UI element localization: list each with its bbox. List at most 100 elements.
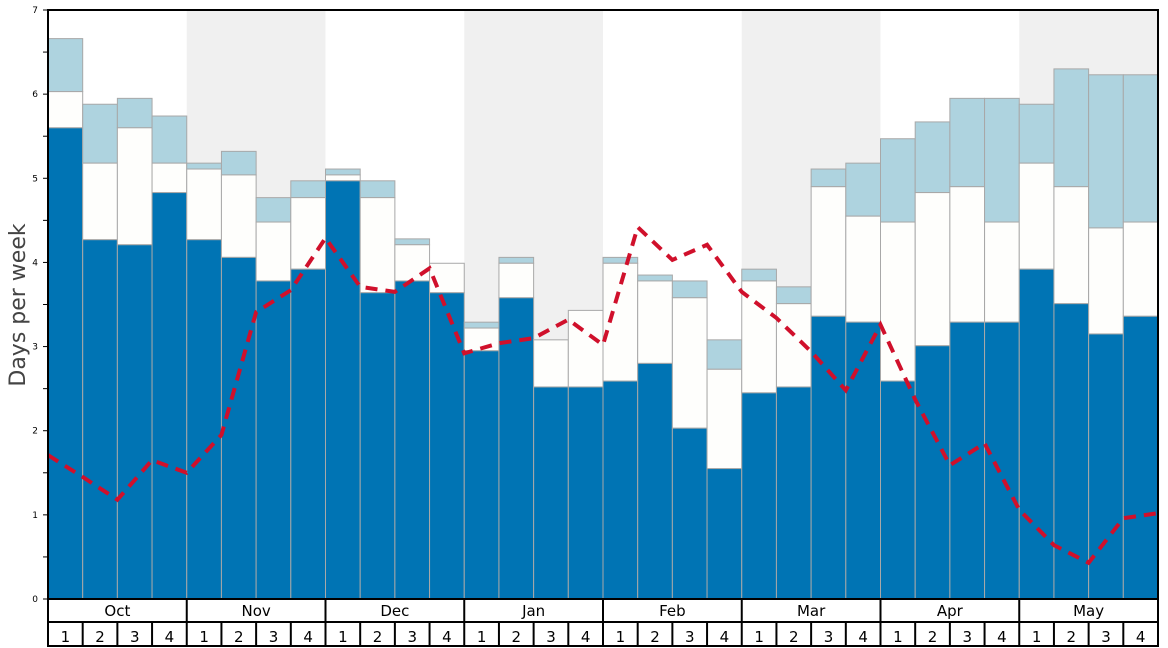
bar-segment-dark: [151, 192, 188, 600]
bar-segment-white: [47, 91, 84, 129]
bar-segment-dark: [1122, 315, 1159, 600]
week-label: 3: [269, 628, 279, 646]
y-tick-label: 1: [32, 511, 38, 521]
bar-segment-dark: [880, 380, 916, 600]
week-label: 3: [130, 628, 140, 646]
week-label: 4: [165, 628, 175, 646]
week-label: 4: [581, 628, 591, 646]
bar-segment-white: [637, 280, 673, 364]
week-label: 1: [754, 628, 764, 646]
plot-frame: [47, 9, 1159, 600]
week-label: 1: [199, 628, 209, 646]
week-label: 2: [928, 628, 938, 646]
bar-segment-white: [359, 197, 396, 294]
bar-segment-dark: [637, 362, 673, 600]
month-label-oct: Oct: [104, 602, 130, 620]
bar-segment-white: [186, 168, 222, 241]
week-label: 3: [685, 628, 695, 646]
bar-segment-light: [706, 339, 743, 370]
y-tick-label: 2: [32, 427, 38, 437]
bar-segment-white: [880, 221, 916, 382]
bar-segment-white: [116, 127, 153, 246]
bar-segment-dark: [1018, 268, 1055, 600]
month-label-may: May: [1073, 602, 1104, 620]
bar-segment-light: [810, 168, 847, 188]
bar-segment-white: [498, 262, 535, 299]
bar-segment-dark: [394, 280, 431, 600]
bar-segment-dark: [220, 256, 257, 600]
bar-segment-dark: [290, 268, 326, 600]
bar-segment-light: [1122, 74, 1159, 223]
bar-segment-light: [637, 274, 673, 282]
week-label: 3: [407, 628, 417, 646]
bar-segment-light: [602, 256, 639, 264]
bar-segment-light: [775, 286, 812, 305]
trend-line: [46, 223, 1159, 566]
week-label: 3: [962, 628, 972, 646]
week-label: 4: [720, 628, 730, 646]
bar-segment-light: [1053, 68, 1090, 188]
week-label: 2: [789, 628, 799, 646]
bar-segment-white: [151, 162, 188, 194]
week-label: 2: [650, 628, 660, 646]
bar-segment-light: [220, 150, 257, 176]
week-label: 1: [616, 628, 626, 646]
bar-segment-dark: [325, 180, 361, 600]
week-label: 2: [1067, 628, 1077, 646]
bar-segment-white: [845, 215, 881, 323]
week-label: 1: [1032, 628, 1042, 646]
bar-segment-dark: [706, 468, 743, 600]
bar-segment-light: [1088, 74, 1124, 229]
bar-segment-white: [1053, 186, 1090, 305]
bar-segment-white: [567, 309, 604, 388]
bar-segment-white: [1018, 162, 1055, 270]
bar-segment-dark: [463, 350, 500, 600]
y-tick-label: 5: [32, 174, 38, 184]
y-axis: 0 1 2 3 4 5 6 7: [32, 6, 48, 605]
bar-segment-light: [359, 180, 396, 199]
bar-segment-light: [394, 238, 431, 246]
month-label-apr: Apr: [937, 602, 964, 620]
week-label: 1: [338, 628, 348, 646]
bar-segment-white: [671, 297, 708, 429]
bar-segment-white: [533, 339, 569, 388]
bar-segment-white: [706, 368, 743, 470]
bar-segment-light: [671, 280, 708, 299]
bar-segment-light: [880, 138, 916, 223]
bar-segment-white: [394, 244, 431, 282]
week-label: 2: [234, 628, 244, 646]
bar-segment-light: [463, 321, 500, 329]
bar-segment-dark: [1088, 333, 1124, 600]
bar-segment-white: [82, 162, 118, 241]
y-tick-label: 4: [32, 258, 38, 268]
bar-segment-light: [914, 121, 951, 194]
week-label: 4: [442, 628, 452, 646]
bar-segment-white: [255, 221, 292, 282]
bar-segment-light: [116, 97, 153, 129]
month-label-nov: Nov: [241, 602, 270, 620]
bar-segment-dark: [186, 239, 222, 600]
bar-segment-white: [810, 186, 847, 317]
bar-segment-light: [186, 162, 222, 170]
bar-segment-dark: [47, 127, 84, 600]
week-label: 2: [373, 628, 383, 646]
dashed-trend-line: [46, 223, 1159, 566]
bar-segment-dark: [116, 244, 153, 600]
bar-segment-light: [82, 103, 118, 164]
bar-segment-dark: [82, 239, 118, 600]
week-label: 1: [477, 628, 487, 646]
bar-segment-white: [741, 280, 777, 394]
bar-segment-light: [984, 97, 1020, 223]
bar-segment-light: [741, 268, 777, 282]
week-label: 3: [546, 628, 556, 646]
month-label-jan: Jan: [521, 602, 545, 620]
bar-segment-dark: [984, 321, 1020, 600]
bar-segment-white: [1088, 227, 1124, 335]
bar-segment-light: [151, 115, 188, 164]
y-tick-label: 0: [32, 595, 38, 605]
x-axis: Oct 1 2 3 4 Nov 1 2 3 4 Dec 1 2 3 4 Jan 1 2 3 4 Feb 1 2 3 4 Mar 1 2…: [47, 598, 1159, 647]
week-label: 3: [1101, 628, 1111, 646]
bar-segment-white: [290, 197, 326, 270]
week-label: 3: [824, 628, 834, 646]
bar-segment-dark: [359, 292, 396, 600]
